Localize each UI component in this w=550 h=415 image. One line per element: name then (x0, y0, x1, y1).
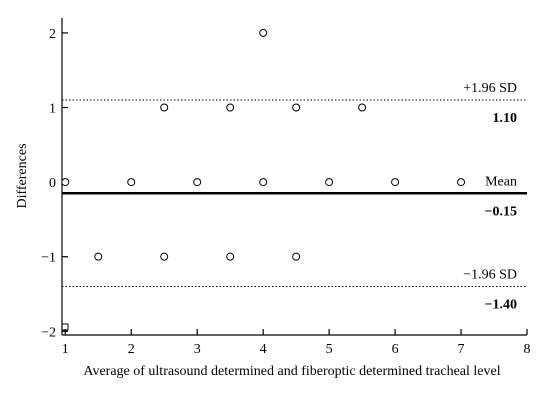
data-point (358, 103, 367, 112)
x-tick-label: 8 (524, 342, 531, 357)
data-point (259, 178, 268, 187)
x-tick-label: 2 (128, 342, 135, 357)
data-point (61, 178, 70, 187)
data-point (94, 252, 103, 261)
y-tick-label: −2 (41, 325, 56, 340)
reference-lines (62, 99, 527, 288)
data-point (391, 178, 400, 187)
data-point (259, 28, 268, 37)
lower-limit-label: −1.96 SD (463, 268, 517, 283)
upper-limit-label: +1.96 SD (463, 81, 517, 96)
y-axis-title: Differences (15, 143, 30, 208)
x-tick-label: 5 (326, 342, 333, 357)
y-tick-label: 2 (49, 27, 56, 42)
x-axis-ticks: 1 2 3 4 5 6 7 8 (62, 329, 531, 357)
upper-limit-value: 1.10 (493, 111, 518, 126)
data-point (160, 103, 169, 112)
data-point (292, 103, 301, 112)
data-point (292, 252, 301, 261)
data-point (127, 178, 136, 187)
y-axis-ticks: 2 1 0 −1 −2 (41, 27, 68, 340)
data-point (226, 103, 235, 112)
x-tick-label: 3 (194, 342, 201, 357)
x-tick-label: 1 (62, 342, 69, 357)
data-point (226, 252, 235, 261)
data-point (193, 178, 202, 187)
lower-limit-value: −1.40 (485, 298, 517, 313)
data-point (325, 178, 334, 187)
data-points (61, 28, 466, 261)
y-tick-label: −1 (41, 251, 56, 266)
y-tick-label: 0 (49, 176, 56, 191)
mean-label: Mean (485, 174, 517, 189)
x-tick-label: 7 (458, 342, 465, 357)
x-axis-title: Average of ultrasound determined and fib… (83, 364, 500, 379)
mean-value: −0.15 (485, 204, 517, 219)
data-point (457, 178, 466, 187)
data-point (160, 252, 169, 261)
x-tick-label: 4 (260, 342, 267, 357)
y-tick-label: 1 (49, 102, 56, 117)
x-tick-label: 6 (392, 342, 399, 357)
